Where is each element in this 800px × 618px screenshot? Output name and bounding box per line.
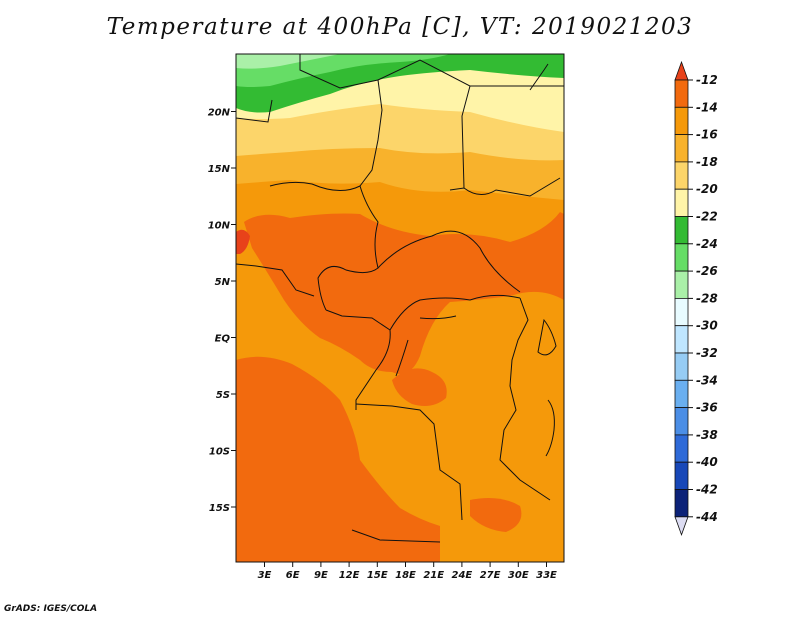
colorbar-segment — [674, 352, 689, 381]
colorbar-segment — [674, 161, 689, 190]
lon-tick-label: 3E — [258, 570, 272, 581]
colorbar-segment — [674, 79, 689, 108]
colorbar-segment — [674, 270, 689, 299]
colorbar-segment — [674, 243, 689, 272]
colorbar-label: -14 — [696, 100, 718, 114]
lat-tick-label: 20N — [208, 108, 231, 119]
colorbar: -12 -14 -16 -18 -20 -22 -24 -26 -28 -30 -32 -34 -36 -… — [674, 60, 718, 536]
lon-tick-label: 33E — [536, 570, 557, 581]
country-borders — [236, 54, 564, 543]
colorbar-label: -32 — [696, 346, 718, 360]
colorbar-segment — [674, 461, 689, 490]
lon-tick-label: 24E — [452, 570, 473, 581]
colorbar-segment — [674, 379, 689, 408]
colorbar-label: -42 — [696, 483, 718, 497]
colorbar-label: -40 — [696, 455, 718, 469]
colorbar-segment — [674, 188, 689, 217]
colorbar-segment — [674, 434, 689, 463]
lon-tick-label: 12E — [339, 570, 360, 581]
lat-tick-label: 10S — [209, 447, 230, 458]
lon-tick-label: 18E — [395, 570, 416, 581]
colorbar-segment — [674, 297, 689, 327]
colorbar-label: -26 — [696, 264, 718, 278]
colorbar-segment — [674, 325, 689, 354]
lon-tick-label: 30E — [508, 570, 529, 581]
lon-tick-label: 27E — [480, 570, 501, 581]
lat-tick-label: EQ — [215, 334, 231, 345]
lon-tick-label: 15E — [367, 570, 388, 581]
colorbar-top-arrow — [674, 60, 689, 81]
colorbar-segment — [674, 134, 689, 163]
lon-tick-label: 21E — [423, 570, 444, 581]
colorbar-segment — [674, 106, 689, 136]
colorbar-label: -38 — [696, 428, 718, 442]
colorbar-label: -28 — [696, 291, 718, 305]
colorbar-label: -18 — [696, 155, 718, 169]
lat-tick-label: 5S — [216, 390, 230, 401]
colorbar-label: -30 — [696, 319, 718, 333]
colorbar-bottom-arrow — [674, 516, 689, 536]
colorbar-label: -44 — [696, 510, 718, 524]
colorbar-label: -34 — [696, 373, 718, 387]
credit-label: GrADS: IGES/COLA — [4, 604, 98, 614]
colorbar-label: -20 — [696, 182, 718, 196]
colorbar-label: -36 — [696, 401, 718, 415]
colorbar-label: -22 — [696, 210, 718, 224]
colorbar-label: -12 — [696, 73, 718, 87]
colorbar-segment — [674, 407, 689, 436]
colorbar-label: -16 — [696, 128, 718, 142]
lat-tick-label: 15S — [209, 503, 230, 514]
colorbar-segment — [674, 489, 689, 518]
colorbar-label: -24 — [696, 237, 718, 251]
map-frame — [235, 53, 565, 563]
lat-tick-label: 15N — [208, 164, 231, 175]
lon-tick-label: 6E — [286, 570, 300, 581]
lat-tick-label: 10N — [208, 221, 231, 232]
latitude-axis: 20N 15N 10N 5N EQ 5S 10S 15S — [208, 108, 236, 514]
lon-tick-label: 9E — [314, 570, 328, 581]
temperature-field — [236, 54, 564, 562]
map-title: Temperature at 400hPa [C], VT: 201902120… — [106, 14, 694, 40]
lat-tick-label: 5N — [215, 277, 231, 288]
colorbar-segment — [674, 216, 689, 245]
longitude-axis: 3E 6E 9E 12E 15E 18E 21E 24E 27E 30E 33E — [258, 562, 557, 581]
